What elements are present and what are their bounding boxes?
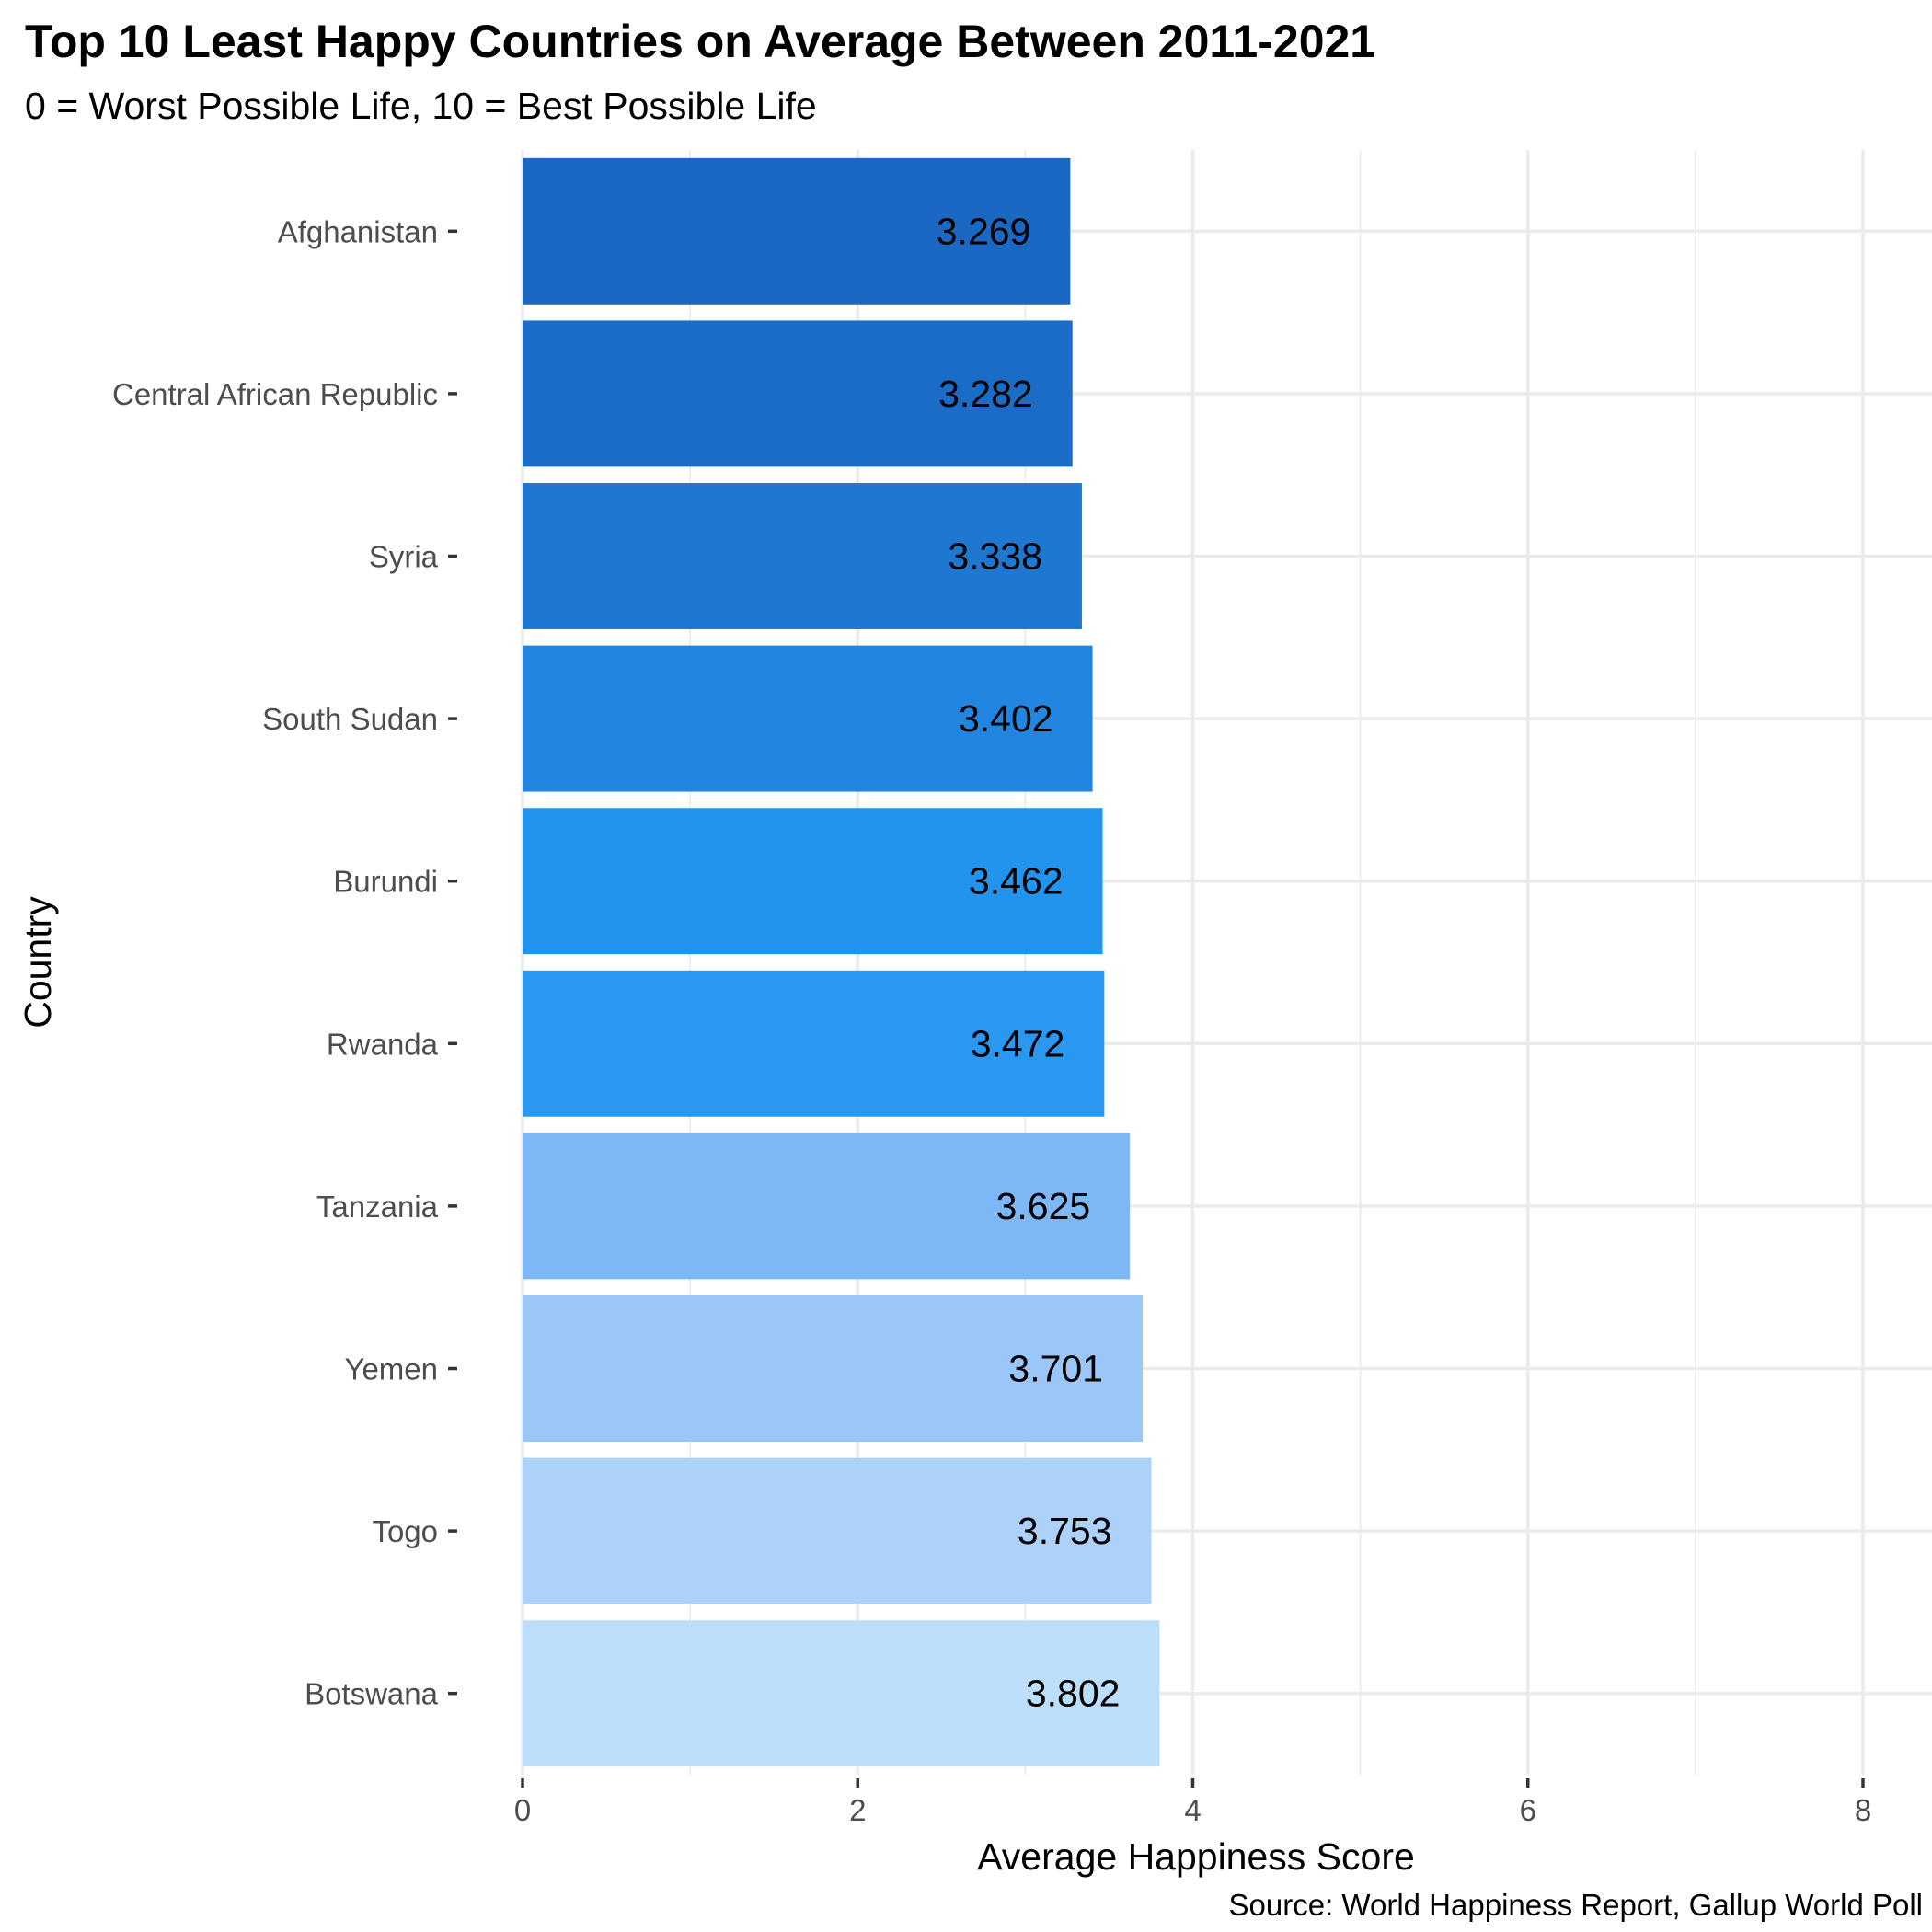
bar — [523, 1620, 1160, 1767]
x-tick-label: 6 — [1520, 1793, 1536, 1827]
bar — [523, 320, 1073, 467]
bar — [523, 1457, 1152, 1604]
y-tick-label: Central African Republic — [112, 377, 438, 411]
y-tick-label: Rwanda — [327, 1027, 439, 1061]
chart-title: Top 10 Least Happy Countries on Average … — [25, 16, 1375, 67]
data-label: 3.701 — [1008, 1348, 1103, 1390]
data-label: 3.625 — [996, 1185, 1091, 1227]
data-label: 3.462 — [969, 860, 1064, 903]
x-tick-label: 2 — [849, 1793, 866, 1827]
chart-caption: Source: World Happiness Report, Gallup W… — [1229, 1888, 1923, 1922]
y-tick-label: Togo — [372, 1514, 438, 1548]
data-label: 3.472 — [971, 1022, 1065, 1064]
y-tick-label: Yemen — [344, 1352, 438, 1386]
y-axis: Afghanistan Central African Republic Syria… — [112, 214, 457, 1711]
bars — [523, 157, 1160, 1767]
x-axis: 0 2 4 6 8 — [514, 1778, 1871, 1827]
y-tick-label: Burundi — [333, 865, 438, 899]
data-label: 3.802 — [1026, 1673, 1121, 1715]
x-tick-label: 4 — [1184, 1793, 1201, 1827]
bar — [523, 970, 1105, 1117]
data-label: 3.753 — [1018, 1510, 1112, 1552]
chart-subtitle: 0 = Worst Possible Life, 10 = Best Possi… — [25, 85, 817, 127]
bar — [523, 808, 1103, 955]
bar — [523, 1295, 1144, 1442]
y-tick-label: Afghanistan — [278, 214, 438, 248]
data-label: 3.338 — [948, 535, 1042, 578]
data-label: 3.269 — [937, 210, 1031, 252]
data-label: 3.282 — [938, 373, 1033, 415]
y-tick-label: Botswana — [305, 1677, 439, 1711]
y-tick-label: South Sudan — [262, 702, 438, 736]
bar — [523, 1133, 1131, 1280]
data-labels: 3.269 3.282 3.338 3.402 3.462 3.472 3.625 3.701… — [937, 210, 1121, 1714]
x-tick-label: 0 — [514, 1793, 531, 1827]
bar — [523, 157, 1071, 305]
data-label: 3.402 — [959, 697, 1053, 740]
x-tick-label: 8 — [1855, 1793, 1871, 1827]
bar — [523, 483, 1082, 629]
x-axis-title: Average Happiness Score — [977, 1835, 1415, 1878]
y-axis-title: Country — [17, 896, 59, 1029]
bar — [523, 645, 1093, 792]
y-tick-label: Tanzania — [316, 1190, 439, 1224]
y-tick-label: Syria — [369, 540, 439, 574]
